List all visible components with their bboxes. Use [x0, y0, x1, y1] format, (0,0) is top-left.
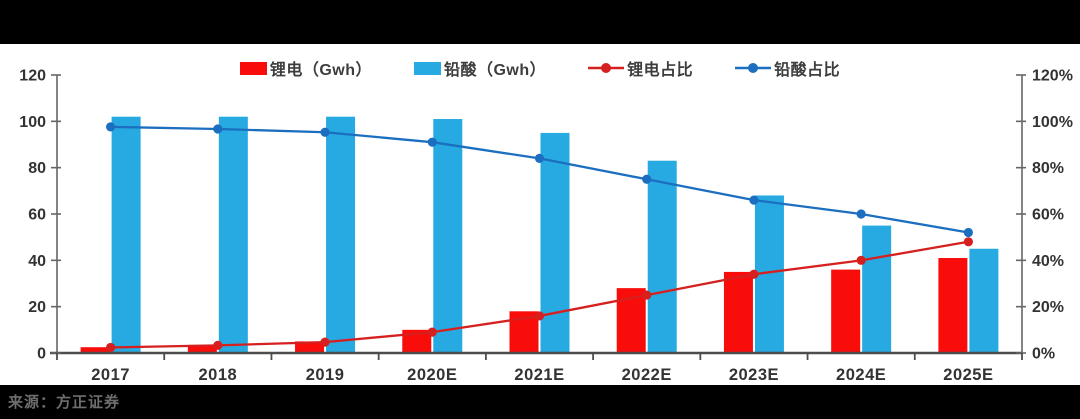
y-right-tick-label: 40%: [1032, 253, 1064, 270]
bar-li-2025E: [938, 258, 968, 353]
x-tick-label: 2024E: [836, 366, 886, 384]
legend-item-1: 铅酸（Gwh）: [413, 56, 547, 80]
line-marker: [427, 137, 437, 147]
bar-qiansuan-2021E: [540, 132, 570, 353]
y-left-tick-label: 80: [28, 160, 46, 177]
legend-label: 铅酸（Gwh）: [443, 62, 547, 79]
y-left-tick-label: 100: [19, 114, 46, 131]
x-tick-label: 2025E: [943, 366, 993, 384]
legend-item-0: 锂电（Gwh）: [239, 56, 372, 80]
y-right-tick-label: 100%: [1032, 114, 1073, 131]
bar-qiansuan-2017: [111, 116, 141, 353]
y-right-tick-label: 20%: [1032, 299, 1064, 316]
legend-label: 锂电（Gwh）: [269, 62, 372, 79]
line-marker: [856, 209, 866, 219]
y-left-tick-label: 0: [37, 346, 46, 363]
line-marker: [320, 337, 330, 347]
bar-li-2019: [295, 341, 325, 353]
line-marker: [856, 255, 866, 265]
line-marker: [749, 195, 759, 205]
y-left-tick-label: 120: [19, 68, 46, 85]
bar-li-2018: [187, 344, 217, 353]
legend-bar-swatch: [413, 61, 441, 75]
line-marker: [534, 153, 545, 163]
bar-li-2017: [80, 347, 110, 353]
bar-qiansuan-2018: [218, 116, 248, 353]
line-marker: [106, 122, 116, 132]
legend-line-marker: [588, 63, 625, 73]
line-marker: [213, 340, 223, 350]
line-marker: [427, 327, 437, 337]
top-black-bar: [0, 0, 1080, 44]
bar-li-2020E: [402, 329, 432, 353]
y-left-tick-label: 20: [28, 299, 46, 316]
x-tick-label: 2020E: [407, 366, 457, 384]
legend-label: 铅酸占比: [774, 62, 841, 79]
x-tick-label: 2018: [198, 366, 237, 384]
line-marker: [963, 227, 973, 238]
chart-panel: 0 20 40 60 80 100 120 0% 20% 40% 60% 80% 100% 120% 201…: [0, 44, 1080, 385]
bar-qiansuan-2019: [326, 116, 356, 353]
bar-li-2024E: [831, 269, 861, 353]
y-left-tick-label: 40: [28, 253, 46, 270]
x-tick-label: 2023E: [729, 366, 779, 384]
bar-qiansuan-2020E: [433, 119, 463, 354]
line-marker: [320, 127, 330, 137]
line-marker: [963, 237, 973, 247]
legend-item-3: 铅酸占比: [735, 56, 840, 80]
y-right-tick-label: 120%: [1032, 68, 1073, 85]
y-right-tick-label: 0%: [1032, 346, 1055, 363]
bar-qiansuan-2024E: [862, 225, 892, 353]
legend-line-marker: [735, 63, 772, 73]
line-marker: [749, 269, 759, 279]
legend-label: 锂电占比: [627, 62, 694, 79]
combo-chart: 0 20 40 60 80 100 120 0% 20% 40% 60% 80% 100% 120% 201…: [19, 68, 1073, 385]
chart-legend: 锂电（Gwh） 铅酸（Gwh） 锂电占比 铅酸占比: [0, 56, 1080, 80]
y-right-tick-label: 60%: [1032, 207, 1064, 224]
line-marker: [106, 342, 116, 353]
legend-item-2: 锂电占比: [588, 56, 693, 80]
y-right-tick-label: 80%: [1032, 160, 1064, 177]
line-marker: [213, 124, 223, 134]
bottom-black-bar: 来源：方正证券: [0, 385, 1080, 419]
line-marker: [534, 311, 545, 321]
x-tick-label: 2021E: [514, 366, 564, 384]
x-tick-label: 2022E: [622, 366, 672, 384]
bar-qiansuan-2022E: [647, 160, 677, 353]
source-caption: 来源：方正证券: [8, 394, 121, 411]
bar-qiansuan-2025E: [969, 248, 999, 353]
legend-bar-swatch: [239, 61, 267, 75]
line-marker: [642, 290, 652, 300]
bar-li-2023E: [723, 271, 753, 353]
y-left-tick-label: 60: [28, 207, 46, 224]
x-tick-label: 2017: [91, 366, 130, 384]
line-marker: [642, 174, 652, 184]
x-tick-label: 2019: [306, 366, 345, 384]
